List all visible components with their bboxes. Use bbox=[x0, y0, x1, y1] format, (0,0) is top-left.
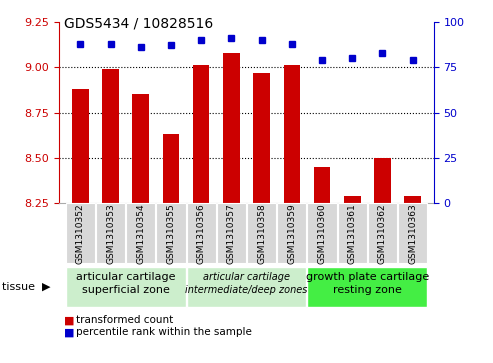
Text: GSM1310360: GSM1310360 bbox=[317, 203, 326, 264]
Text: articular cartilage: articular cartilage bbox=[203, 272, 290, 282]
Bar bbox=[404, 196, 421, 203]
Bar bbox=[283, 65, 300, 203]
Text: GSM1310359: GSM1310359 bbox=[287, 203, 296, 264]
Text: growth plate cartilage: growth plate cartilage bbox=[306, 272, 429, 282]
Bar bbox=[374, 158, 391, 203]
Bar bbox=[344, 196, 360, 203]
Bar bbox=[253, 73, 270, 203]
Text: articular cartilage: articular cartilage bbox=[76, 272, 176, 282]
Text: GSM1310353: GSM1310353 bbox=[106, 203, 115, 264]
Text: GDS5434 / 10828516: GDS5434 / 10828516 bbox=[64, 16, 213, 30]
Text: ■: ■ bbox=[64, 315, 74, 325]
Text: GSM1310361: GSM1310361 bbox=[348, 203, 357, 264]
Text: ■: ■ bbox=[64, 327, 74, 337]
Bar bbox=[223, 53, 240, 203]
Text: transformed count: transformed count bbox=[76, 315, 174, 325]
Text: GSM1310357: GSM1310357 bbox=[227, 203, 236, 264]
Text: GSM1310354: GSM1310354 bbox=[136, 203, 145, 264]
Text: GSM1310358: GSM1310358 bbox=[257, 203, 266, 264]
Text: GSM1310355: GSM1310355 bbox=[167, 203, 176, 264]
Text: intermediate/deep zones: intermediate/deep zones bbox=[185, 285, 308, 295]
Text: GSM1310362: GSM1310362 bbox=[378, 203, 387, 264]
Bar bbox=[163, 134, 179, 203]
Text: resting zone: resting zone bbox=[333, 285, 402, 295]
Text: percentile rank within the sample: percentile rank within the sample bbox=[76, 327, 252, 337]
Bar bbox=[314, 167, 330, 203]
Bar bbox=[72, 89, 89, 203]
Text: GSM1310363: GSM1310363 bbox=[408, 203, 417, 264]
Bar bbox=[193, 65, 210, 203]
Text: superficial zone: superficial zone bbox=[82, 285, 170, 295]
Text: tissue  ▶: tissue ▶ bbox=[2, 282, 51, 292]
Text: GSM1310352: GSM1310352 bbox=[76, 203, 85, 264]
Text: GSM1310356: GSM1310356 bbox=[197, 203, 206, 264]
Bar bbox=[133, 94, 149, 203]
Bar bbox=[102, 69, 119, 203]
